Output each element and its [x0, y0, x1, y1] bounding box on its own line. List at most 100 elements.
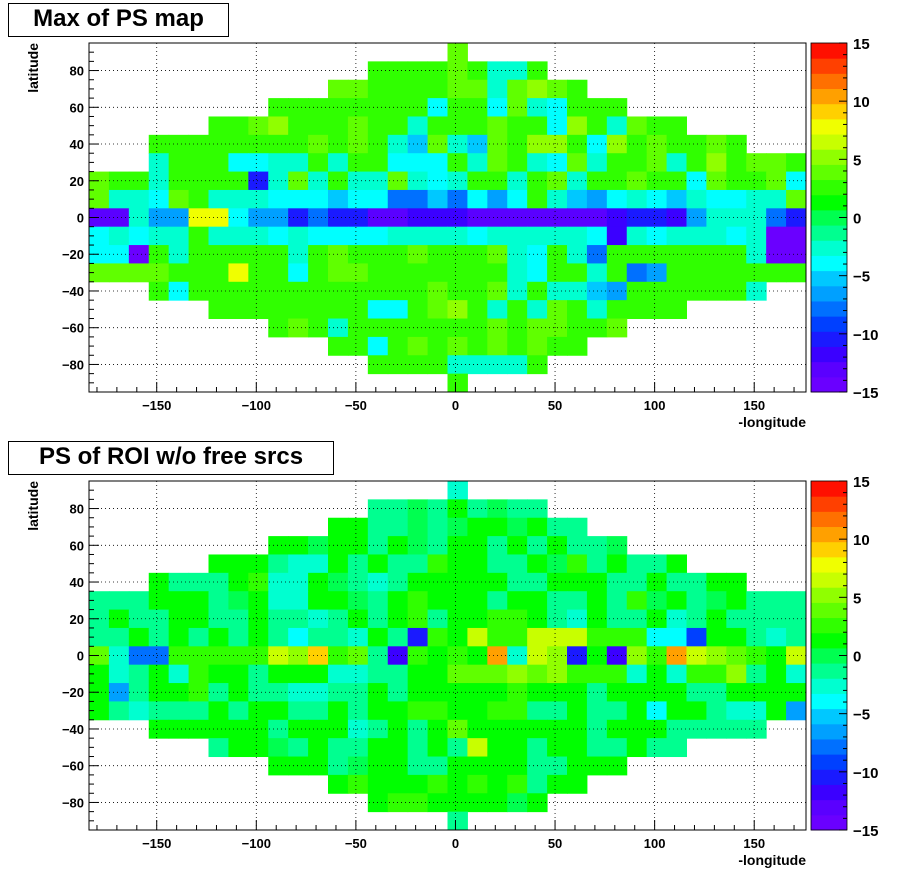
heatmap-cell: [148, 572, 170, 592]
heatmap-cell: [467, 300, 488, 320]
heatmap-cell: [427, 664, 448, 684]
heatmap-cell: [527, 336, 548, 356]
heatmap-cell: [328, 318, 349, 338]
heatmap-cell: [387, 701, 409, 721]
color-bar-swatch: [811, 179, 847, 196]
color-bar-swatch: [811, 526, 847, 543]
heatmap-cell: [606, 591, 628, 611]
heatmap-cell: [367, 336, 389, 356]
x-tick-label: −100: [242, 836, 271, 851]
y-tick-label: 20: [70, 612, 84, 627]
y-tick-label: 60: [70, 100, 84, 115]
heatmap-cell: [347, 226, 369, 246]
heatmap-cell: [726, 609, 747, 629]
heatmap-cell: [606, 664, 628, 684]
heatmap-cell: [666, 572, 687, 592]
heatmap-cell: [487, 627, 508, 647]
heatmap-cell: [746, 591, 767, 611]
heatmap-cell: [228, 300, 249, 320]
heatmap-cell: [527, 774, 548, 794]
heatmap-cell: [547, 664, 568, 684]
heatmap-cell: [646, 627, 668, 647]
heatmap-cell: [527, 664, 548, 684]
heatmap-cell: [308, 189, 329, 209]
heatmap-cell: [367, 245, 389, 264]
heatmap-cell: [248, 664, 269, 684]
heatmap-cell: [427, 116, 448, 136]
heatmap-cell: [328, 683, 349, 702]
heatmap-cell: [407, 664, 429, 684]
heatmap-cell: [308, 281, 329, 301]
heatmap-cell: [626, 245, 648, 264]
heatmap-cell: [407, 226, 429, 246]
heatmap-cell: [268, 263, 289, 283]
color-bar-label: −15: [853, 385, 878, 402]
heatmap-cell: [487, 226, 508, 246]
heatmap-cell: [228, 554, 249, 574]
color-bar-swatch: [811, 723, 847, 740]
heatmap-cell: [89, 226, 110, 246]
heatmap-cell: [308, 756, 329, 776]
heatmap-cell: [726, 572, 747, 592]
heatmap-cell: [288, 627, 309, 647]
heatmap-cell: [347, 336, 369, 356]
heatmap-cell: [467, 774, 488, 794]
heatmap-cell: [268, 554, 289, 574]
heatmap-cell: [567, 336, 588, 356]
heatmap-cell: [626, 572, 648, 592]
heatmap-cell: [89, 171, 110, 191]
heatmap-cell: [128, 189, 150, 209]
heatmap-cell: [328, 171, 349, 191]
heatmap-cell: [706, 572, 727, 592]
heatmap-cell: [467, 554, 488, 574]
color-bar-swatch: [811, 678, 847, 694]
heatmap-cell: [148, 263, 170, 283]
color-bar-label: 5: [853, 152, 861, 169]
heatmap-cell: [786, 609, 807, 629]
heatmap-cell: [646, 245, 668, 264]
heatmap-cell: [268, 245, 289, 264]
heatmap-cell: [746, 683, 767, 702]
heatmap-cell: [706, 281, 727, 301]
heatmap-cell: [527, 554, 548, 574]
heatmap-cell: [268, 189, 289, 209]
heatmap-cell: [606, 701, 628, 721]
heatmap-cell: [567, 153, 588, 173]
heatmap-cell: [168, 646, 190, 666]
heatmap-cell: [208, 245, 229, 264]
heatmap-cell: [686, 281, 707, 301]
color-bar-swatch: [811, 88, 847, 105]
heatmap-cell: [407, 517, 429, 537]
heatmap-cell: [89, 591, 110, 611]
heatmap-cell: [746, 627, 767, 647]
heatmap-cell: [507, 263, 528, 283]
heatmap-cell: [308, 646, 329, 666]
x-tick-label: −100: [242, 398, 271, 413]
heatmap-cell: [407, 591, 429, 611]
heatmap-cell: [447, 153, 468, 173]
heatmap-cell: [168, 664, 190, 684]
heatmap-cell: [208, 701, 229, 721]
heatmap-cell: [268, 756, 289, 776]
heatmap-cell: [586, 153, 608, 173]
heatmap-cell: [467, 263, 488, 283]
heatmap-cell: [427, 226, 448, 246]
heatmap-cell: [726, 627, 747, 647]
heatmap-cell: [766, 609, 787, 629]
heatmap-cell: [248, 627, 269, 647]
color-bar-swatch: [811, 209, 847, 226]
heatmap-cell: [248, 701, 269, 721]
heatmap-cell: [686, 701, 707, 721]
heatmap-cells: [89, 43, 807, 393]
heatmap-cell: [766, 591, 787, 611]
color-bar-swatch: [811, 331, 847, 347]
heatmap-cell: [89, 646, 110, 666]
color-bar-swatch: [811, 43, 847, 59]
heatmap-cell: [128, 171, 150, 191]
heatmap-cell: [567, 263, 588, 283]
heatmap-cell: [288, 719, 309, 739]
heatmap-cell: [328, 263, 349, 283]
heatmap-cell: [567, 627, 588, 647]
heatmap-cell: [666, 226, 687, 246]
heatmap-cell: [248, 134, 269, 154]
